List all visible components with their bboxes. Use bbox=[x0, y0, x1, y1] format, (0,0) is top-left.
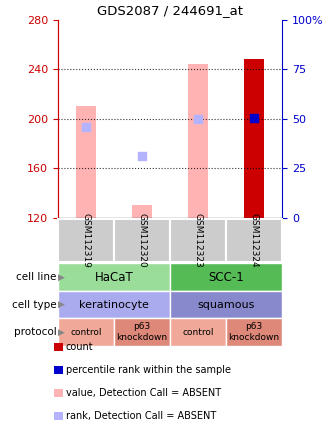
Text: GSM112323: GSM112323 bbox=[193, 213, 203, 268]
Text: p63
knockdown: p63 knockdown bbox=[116, 322, 167, 342]
Bar bbox=[132, 205, 152, 218]
Text: cell line: cell line bbox=[16, 272, 57, 282]
Text: GSM112324: GSM112324 bbox=[249, 213, 259, 268]
Text: SCC-1: SCC-1 bbox=[208, 270, 244, 284]
Text: keratinocyte: keratinocyte bbox=[79, 300, 149, 309]
Text: ▶: ▶ bbox=[58, 273, 65, 281]
Text: value, Detection Call = ABSENT: value, Detection Call = ABSENT bbox=[66, 388, 221, 398]
Text: rank, Detection Call = ABSENT: rank, Detection Call = ABSENT bbox=[66, 412, 216, 421]
Text: cell type: cell type bbox=[12, 300, 57, 309]
Text: percentile rank within the sample: percentile rank within the sample bbox=[66, 365, 231, 375]
Bar bbox=[244, 59, 264, 218]
Text: ▶: ▶ bbox=[58, 300, 65, 309]
Bar bbox=[76, 107, 96, 218]
Text: squamous: squamous bbox=[197, 300, 255, 309]
Text: GSM112319: GSM112319 bbox=[81, 213, 90, 268]
Point bbox=[83, 124, 88, 131]
Text: control: control bbox=[70, 328, 102, 337]
Point bbox=[139, 152, 145, 159]
Text: HaCaT: HaCaT bbox=[94, 270, 133, 284]
Point bbox=[195, 115, 201, 123]
Text: count: count bbox=[66, 342, 94, 352]
Title: GDS2087 / 244691_at: GDS2087 / 244691_at bbox=[97, 4, 243, 17]
Text: GSM112320: GSM112320 bbox=[137, 213, 147, 268]
Point bbox=[251, 114, 257, 121]
Text: p63
knockdown: p63 knockdown bbox=[229, 322, 280, 342]
Text: control: control bbox=[182, 328, 214, 337]
Text: ▶: ▶ bbox=[58, 328, 65, 337]
Bar bbox=[188, 64, 208, 218]
Text: protocol: protocol bbox=[14, 327, 57, 337]
